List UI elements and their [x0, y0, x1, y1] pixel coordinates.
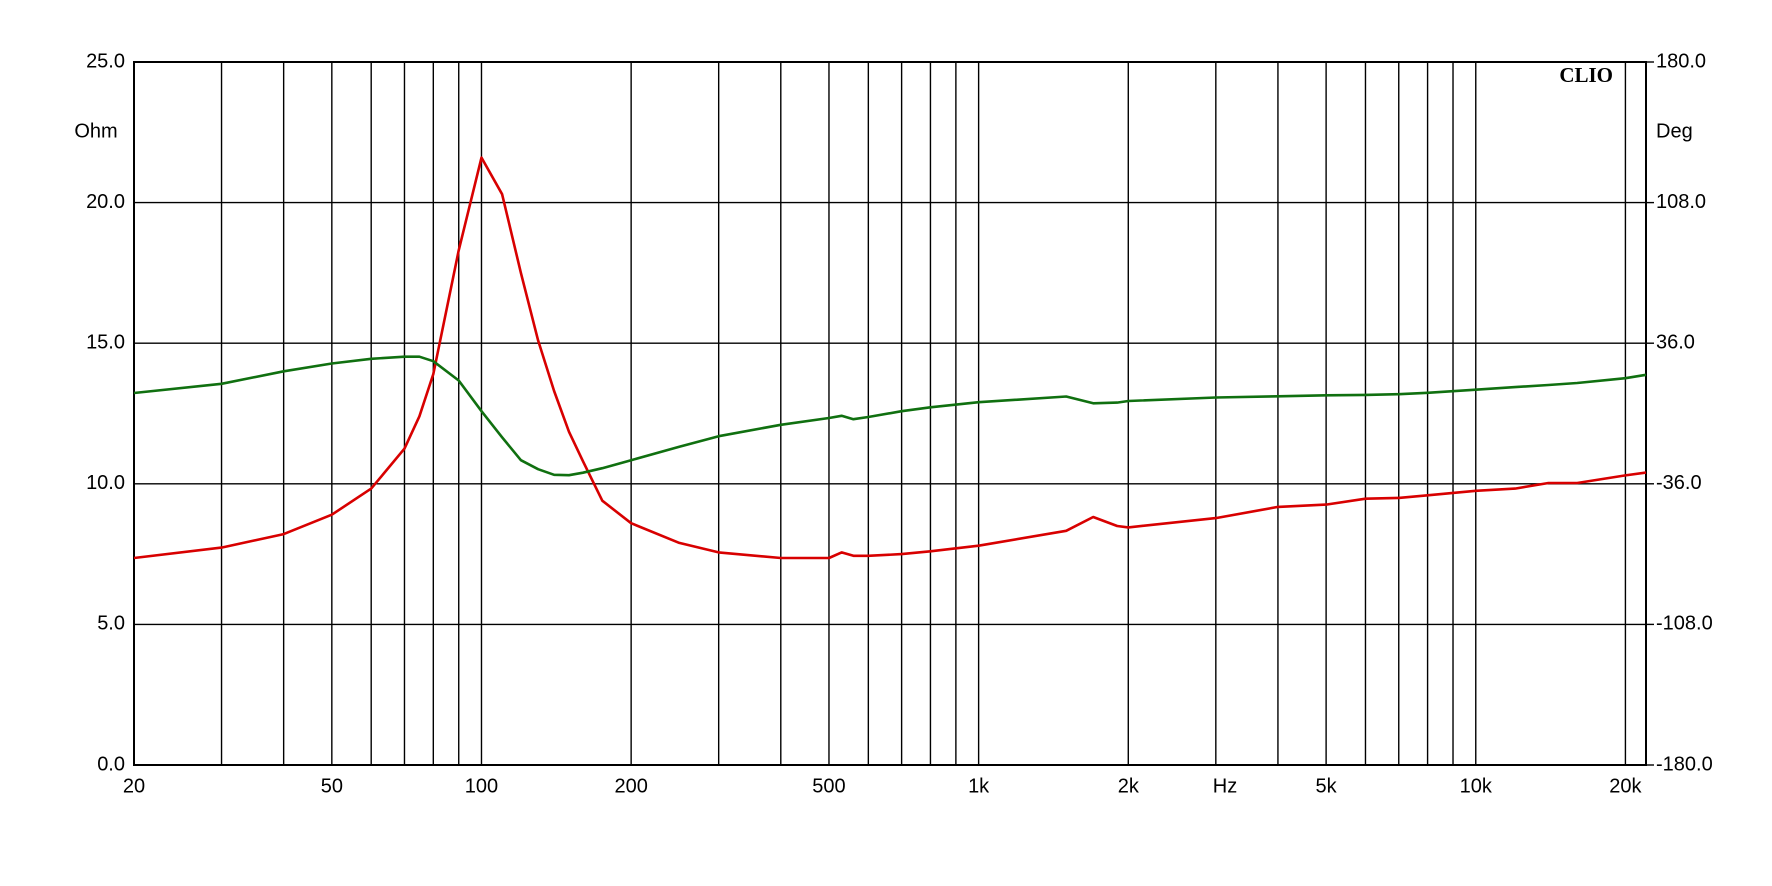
x-tick-label: 5k	[1316, 775, 1338, 797]
x-tick-label: 10k	[1460, 775, 1493, 797]
x-tick-label: 200	[614, 775, 647, 797]
x-tick-label: 50	[321, 775, 343, 797]
y-tick-label: 25.0	[86, 50, 125, 72]
y2-tick-label: -108.0	[1656, 613, 1713, 635]
x-tick-label: 100	[465, 775, 498, 797]
x-tick-label: 1k	[968, 775, 990, 797]
y2-tick-label: 108.0	[1656, 191, 1706, 213]
left-axis-label: Ohm	[74, 120, 117, 142]
x-tick-label: 500	[812, 775, 845, 797]
x-tick-label: 2k	[1118, 775, 1140, 797]
series-line	[133, 156, 1647, 560]
y2-tick-label: 36.0	[1656, 331, 1695, 353]
y2-tick-label: 180.0	[1656, 50, 1706, 72]
y-tick-label: 10.0	[86, 472, 125, 494]
y2-tick-label: -180.0	[1656, 753, 1713, 775]
watermark: CLIO	[1559, 63, 1613, 87]
y2-tick-label: -36.0	[1656, 472, 1702, 494]
x-axis-label: Hz	[1213, 775, 1237, 797]
y-tick-label: 20.0	[86, 191, 125, 213]
y-tick-label: 15.0	[86, 331, 125, 353]
x-tick-label: 20	[123, 775, 145, 797]
x-tick-label: 20k	[1609, 775, 1642, 797]
series-line	[133, 355, 1647, 477]
y-tick-label: 0.0	[97, 753, 125, 775]
plot-frame	[133, 61, 1647, 766]
right-axis-label: Deg	[1656, 120, 1693, 142]
y-tick-label: 5.0	[97, 613, 125, 635]
